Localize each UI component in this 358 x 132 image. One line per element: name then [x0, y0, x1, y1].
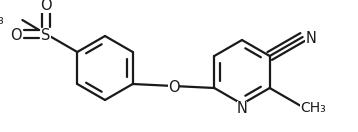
- Text: N: N: [305, 31, 316, 46]
- Text: CH₃: CH₃: [300, 100, 326, 114]
- Text: O: O: [10, 28, 22, 43]
- Text: O: O: [168, 80, 179, 95]
- Text: CH₃: CH₃: [0, 13, 4, 27]
- Text: O: O: [40, 0, 52, 13]
- Text: S: S: [42, 28, 51, 43]
- Text: N: N: [237, 101, 247, 116]
